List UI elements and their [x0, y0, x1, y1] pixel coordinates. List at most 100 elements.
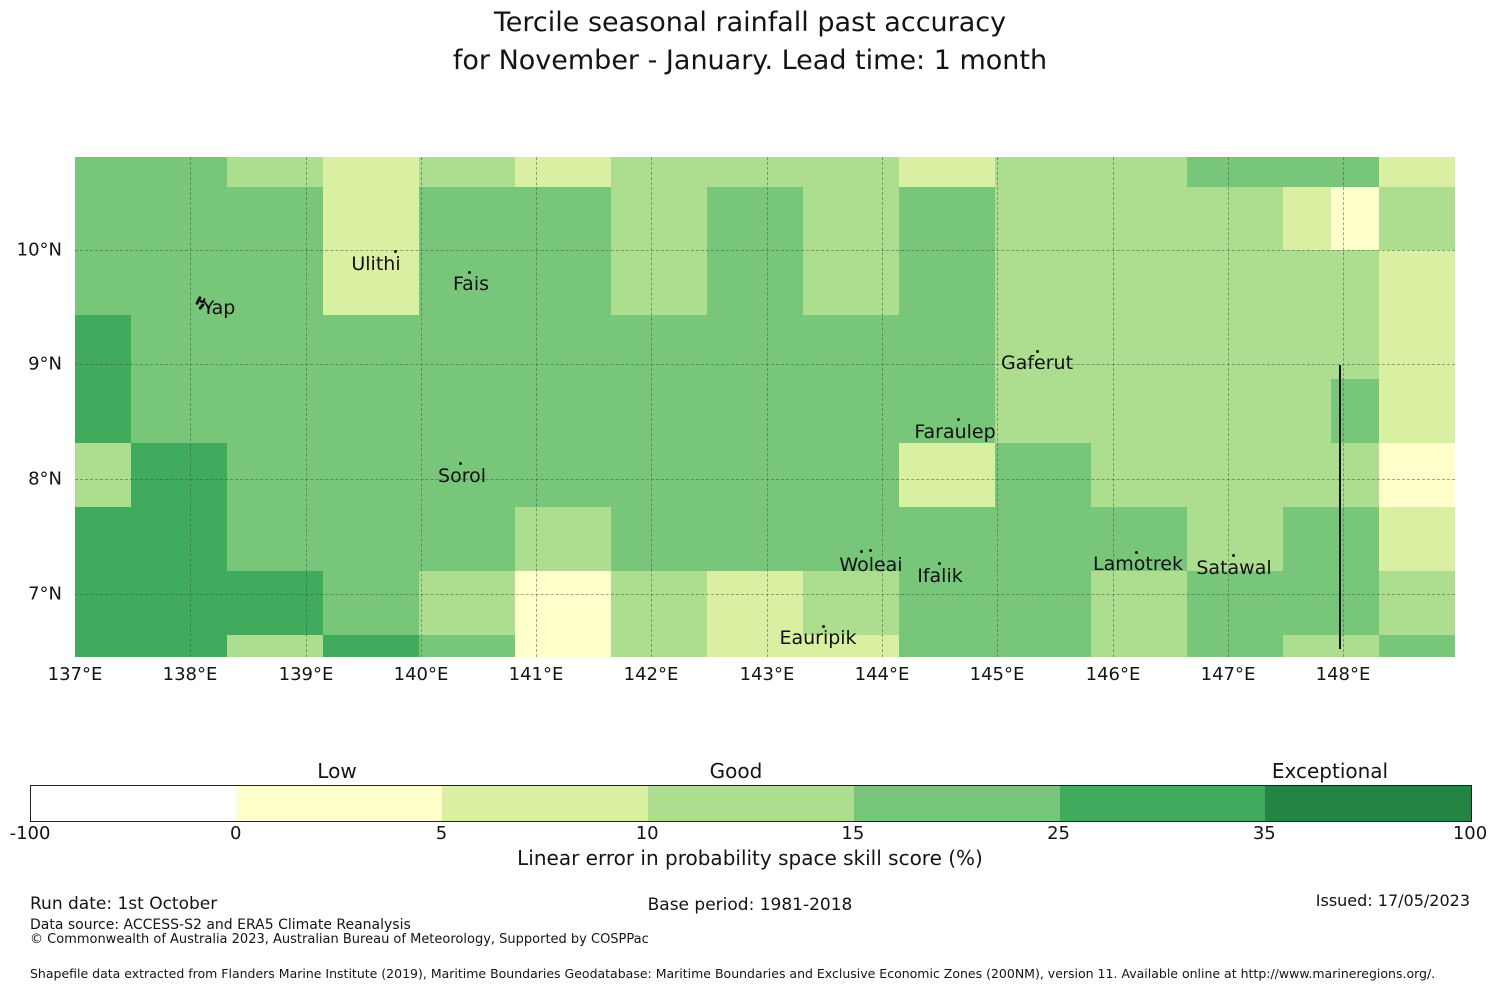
latitude-gridline	[75, 364, 1455, 365]
eez-boundary-line	[1339, 365, 1341, 649]
map-cell	[611, 443, 707, 507]
map-cell	[131, 571, 227, 635]
island-dot-icon	[459, 462, 462, 465]
map-cell	[707, 187, 803, 250]
island-label: Satawal	[1196, 557, 1272, 579]
map-cell	[419, 157, 515, 187]
colorbar-tick-label: 35	[1252, 823, 1276, 844]
map-cell	[899, 507, 995, 571]
map-cell	[611, 315, 707, 379]
colorbar-segment	[236, 786, 443, 821]
map-cell	[803, 507, 899, 571]
map-cell	[1187, 507, 1283, 571]
map-cell	[995, 635, 1091, 657]
map-cell	[1091, 157, 1187, 187]
map-cell	[227, 157, 323, 187]
x-tick-label: 147°E	[1200, 664, 1256, 685]
map-cell	[131, 635, 227, 657]
map-cell	[1283, 250, 1379, 315]
map-cell	[899, 443, 995, 507]
map-cell	[1283, 157, 1379, 187]
map-cell	[707, 507, 803, 571]
map-cell	[611, 635, 707, 657]
map-cell	[611, 507, 707, 571]
colorbar-tick-label: -100	[9, 823, 51, 844]
colorbar	[30, 785, 1472, 822]
map-cell	[803, 250, 899, 315]
island-label: Eauripik	[779, 627, 857, 649]
y-tick-label: 9°N	[28, 353, 62, 375]
map-cell	[995, 187, 1091, 250]
map-cell	[75, 315, 131, 379]
island-dot-icon	[860, 550, 863, 553]
map-cell	[707, 157, 803, 187]
map-cell	[419, 379, 515, 443]
map-cell	[419, 250, 515, 315]
map-cell	[227, 187, 323, 250]
colorbar-region-label: Exceptional	[1271, 759, 1389, 783]
chart-title-line1: Tercile seasonal rainfall past accuracy	[493, 7, 1007, 38]
map-cell	[227, 571, 323, 635]
map-cell	[1091, 443, 1187, 507]
map-cell	[611, 157, 707, 187]
base-period-text: Base period: 1981-2018	[647, 895, 853, 915]
map-cell	[419, 443, 515, 507]
map-cell	[995, 157, 1091, 187]
colorbar-segment	[31, 786, 237, 821]
x-tick-label: 148°E	[1315, 664, 1371, 685]
chart-title-line2: for November - January. Lead time: 1 mon…	[452, 45, 1048, 76]
map-cell	[1379, 571, 1455, 635]
run-date-text: Run date: 1st October	[30, 894, 218, 914]
map-cell	[707, 635, 803, 657]
map-cell	[75, 250, 131, 315]
map-cell	[75, 157, 131, 187]
map-cell	[1091, 379, 1187, 443]
map-cell	[1283, 315, 1379, 379]
map-cell	[899, 635, 995, 657]
map-cell	[995, 571, 1091, 635]
colorbar-region-label: Good	[709, 759, 763, 783]
map-cell	[899, 250, 995, 315]
map-cell-patch	[1331, 187, 1379, 250]
map-cell	[515, 315, 611, 379]
map-cell	[75, 571, 131, 635]
y-tick-label: 7°N	[28, 583, 62, 605]
island-label: Fais	[452, 273, 490, 295]
map-cell	[899, 315, 995, 379]
map-cell	[131, 443, 227, 507]
colorbar-segment	[648, 786, 854, 821]
map-cell	[515, 157, 611, 187]
island-label: Ifalik	[917, 565, 963, 587]
map-cell	[1091, 507, 1187, 571]
map-cell	[1379, 443, 1455, 507]
map-cell	[323, 507, 419, 571]
map-cell	[131, 250, 227, 315]
map-cell	[131, 379, 227, 443]
colorbar-segment	[442, 786, 649, 821]
map-cell	[515, 187, 611, 250]
x-tick-label: 146°E	[1085, 664, 1141, 685]
map-cell	[131, 187, 227, 250]
map-cell	[1379, 315, 1455, 379]
map-cell	[707, 443, 803, 507]
map-cell	[1283, 443, 1379, 507]
map-cell	[1187, 315, 1283, 379]
longitude-gridline	[306, 157, 307, 657]
map-cell	[75, 187, 131, 250]
x-tick-label: 143°E	[739, 664, 795, 685]
map-cell	[1187, 379, 1283, 443]
longitude-gridline	[1343, 157, 1344, 657]
island-dot-icon	[394, 250, 397, 253]
map-cell	[803, 315, 899, 379]
map-cell	[131, 315, 227, 379]
map-cell	[227, 443, 323, 507]
map-cell	[995, 250, 1091, 315]
map-cell	[995, 379, 1091, 443]
map-cell	[323, 315, 419, 379]
map-cell	[1091, 315, 1187, 379]
island-label: Yap	[202, 297, 236, 319]
map-cell	[323, 187, 419, 250]
map-cell	[707, 315, 803, 379]
map-cell	[1187, 187, 1283, 250]
map-cell	[1379, 507, 1455, 571]
